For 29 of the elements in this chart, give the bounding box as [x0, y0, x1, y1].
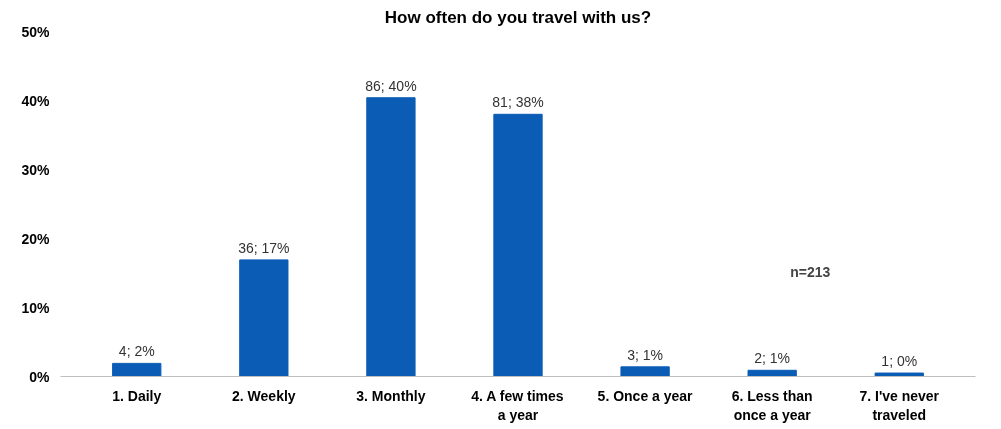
annotation: n=213 — [790, 263, 831, 280]
data-label: 86; 40% — [365, 77, 417, 94]
x-tick-label: 1. Daily — [112, 387, 162, 404]
x-tick-label: 5. Once a year — [597, 387, 694, 404]
y-tick-label: 0% — [29, 368, 51, 385]
x-tick-label: 3. Monthly — [356, 387, 426, 404]
bar — [112, 362, 162, 377]
bar — [620, 366, 670, 377]
bar — [366, 97, 416, 377]
data-label: 2; 1% — [754, 350, 791, 367]
y-tick-label: 20% — [21, 230, 51, 247]
chart-title: How often do you travel with us? — [384, 7, 652, 27]
bar — [239, 259, 289, 377]
x-tick-label: 2. Weekly — [232, 387, 296, 404]
bar — [747, 369, 797, 377]
x-tick-label: 4. A few times a year — [471, 387, 564, 423]
bar — [493, 113, 543, 377]
data-label: 36; 17% — [238, 239, 290, 256]
bar — [874, 372, 924, 377]
x-tick-label: 7. I've never traveled — [859, 387, 940, 423]
data-label: 81; 38% — [492, 94, 544, 111]
y-tick-label: 10% — [21, 299, 51, 316]
y-tick-label: 50% — [21, 23, 51, 40]
data-label: 1; 0% — [881, 353, 918, 370]
x-tick-label: 6. Less than once a year — [731, 387, 813, 423]
data-label: 3; 1% — [627, 346, 663, 363]
y-tick-label: 40% — [21, 92, 51, 109]
y-tick-label: 30% — [21, 161, 51, 178]
data-label: 4; 2% — [118, 343, 155, 360]
